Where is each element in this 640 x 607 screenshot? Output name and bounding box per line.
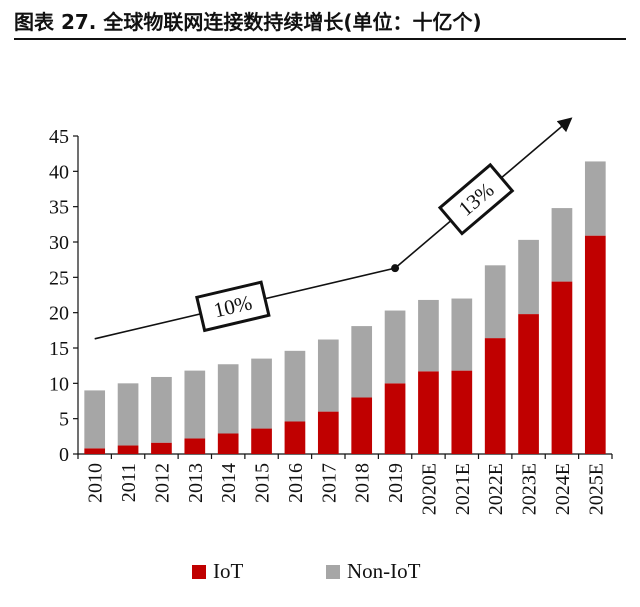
x-tick-label: 2012 [151, 463, 173, 503]
legend-swatch-iot [192, 565, 206, 579]
bar-iot-2017 [317, 411, 339, 454]
bar-non-iot-2023e [518, 239, 539, 315]
bar-non-iot-2010 [84, 390, 106, 449]
y-tick-label: 40 [49, 161, 69, 183]
bar-non-iot-2025e [584, 161, 606, 236]
bar-non-iot-2022e [484, 265, 506, 339]
x-axis: 2010 2011 2012 2013 2014 2015 2016 2017 2018 2019… [77, 453, 613, 515]
legend-label-non-iot: Non-IoT [347, 559, 421, 583]
y-tick-label: 30 [49, 232, 69, 254]
bar-non-iot-2021e [451, 298, 473, 371]
y-axis: 0 5 10 15 20 25 30 35 40 45 [49, 126, 79, 466]
bar-iot-2019 [384, 383, 406, 454]
bar-iot-2025e [584, 235, 606, 454]
legend: IoT Non-IoT [192, 559, 421, 583]
chart-title: 图表 27. 全球物联网连接数持续增长(单位：十亿个) [14, 10, 482, 34]
bar-non-iot-2017 [317, 339, 339, 412]
legend-swatch-non-iot [326, 565, 340, 579]
bar-iot-2022e [484, 338, 506, 454]
bar-iot-2016 [284, 421, 306, 454]
y-tick-label: 25 [49, 267, 69, 289]
x-tick-label: 2023E [519, 463, 541, 515]
growth-label-box [437, 162, 515, 236]
growth-label-2: 13% [437, 162, 515, 236]
bar-non-iot-2024e [551, 208, 573, 282]
bar-non-iot-2015 [251, 358, 272, 429]
title-rule [14, 38, 626, 40]
x-tick-label: 2020E [418, 463, 440, 515]
bar-non-iot-2013 [184, 370, 206, 439]
bar-non-iot-2011 [117, 383, 139, 446]
x-tick-label: 2019 [385, 463, 407, 503]
bar-iot-2023e [518, 314, 539, 454]
bar-iot-2015 [251, 428, 272, 454]
bar-non-iot-2018 [351, 326, 373, 398]
x-tick-label: 2013 [185, 463, 207, 503]
x-tick-label: 2022E [485, 463, 507, 515]
bar-iot-2012 [151, 442, 172, 454]
y-tick-label: 35 [49, 197, 69, 219]
x-tick-label: 2014 [218, 463, 240, 503]
bar-iot-2024e [551, 281, 573, 454]
x-tick-label: 2016 [285, 463, 307, 503]
legend-label-iot: IoT [213, 559, 243, 583]
x-tick-label: 2018 [352, 463, 374, 503]
growth-annotations: 10% 13% [94, 117, 573, 340]
growth-label-1: 10% [195, 280, 271, 333]
x-tick-label: 2015 [252, 463, 274, 503]
bar-non-iot-2020e [418, 299, 439, 372]
x-tick-label: 2025E [585, 463, 607, 515]
growth-label-box [195, 280, 271, 333]
bar-iot-2011 [117, 445, 139, 454]
bars [84, 161, 606, 454]
x-tick-label: 2017 [318, 463, 340, 503]
bar-iot-2021e [451, 370, 473, 454]
x-tick-label: 2010 [85, 463, 107, 503]
bar-non-iot-2014 [217, 364, 239, 434]
y-tick-label: 5 [59, 409, 69, 431]
bar-non-iot-2012 [151, 376, 172, 443]
bar-iot-2018 [351, 397, 373, 454]
y-tick-label: 20 [49, 303, 69, 325]
y-tick-label: 10 [49, 373, 69, 395]
x-tick-label: 2021E [452, 463, 474, 515]
bar-iot-2010 [84, 448, 106, 454]
x-tick-label: 2011 [118, 463, 140, 502]
y-tick-label: 0 [59, 444, 69, 466]
x-tick-label: 2024E [552, 463, 574, 515]
y-tick-label: 15 [49, 338, 69, 360]
bar-iot-2020e [418, 371, 439, 454]
bar-iot-2014 [217, 433, 239, 454]
y-tick-label: 45 [49, 126, 69, 148]
bar-iot-2013 [184, 438, 206, 454]
bar-non-iot-2016 [284, 350, 306, 422]
bar-non-iot-2019 [384, 310, 406, 384]
